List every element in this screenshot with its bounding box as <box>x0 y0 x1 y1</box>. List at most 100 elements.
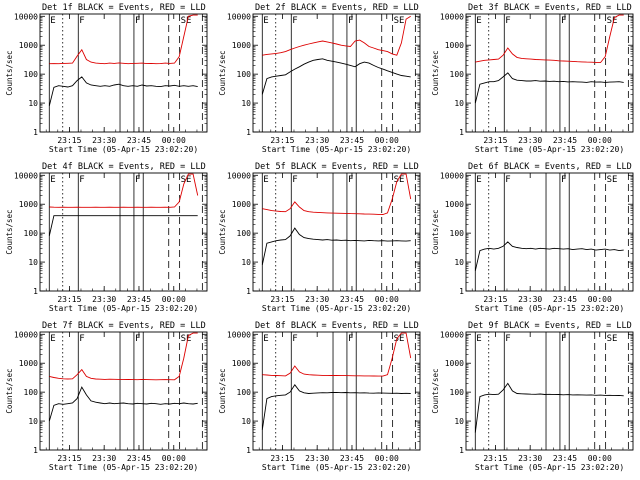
plot-frame <box>465 13 634 133</box>
chart-title: Det 2f BLACK = Events, RED = LLD <box>255 3 419 13</box>
x-axis-label: Start Time (05-Apr-15 23:02:20) <box>49 304 198 313</box>
y-tick-label: 10 <box>241 417 251 426</box>
event-label: F <box>79 16 84 26</box>
x-tick-label: 23:45 <box>340 136 364 145</box>
event-label: E <box>263 175 268 185</box>
event-label: E <box>50 334 55 344</box>
event-label: F <box>561 16 566 26</box>
x-axis-label: Start Time (05-Apr-15 23:02:20) <box>262 304 411 313</box>
y-tick-label: 100 <box>237 70 252 79</box>
x-tick-label: 23:15 <box>483 295 507 304</box>
x-tick-label: 00:00 <box>375 295 399 304</box>
y-tick-label: 10 <box>241 258 251 267</box>
y-tick-label: 100 <box>450 70 465 79</box>
event-label: F <box>292 16 297 26</box>
y-tick-label: 1 <box>246 446 251 455</box>
y-tick-label: 100 <box>450 388 465 397</box>
y-tick-label: 1000 <box>445 359 464 368</box>
y-tick-label: 10000 <box>227 171 251 180</box>
y-tick-label: 100 <box>24 229 39 238</box>
y-tick-label: 10 <box>28 99 38 108</box>
chart-series-group <box>474 382 624 433</box>
chart-title: Det 4f BLACK = Events, RED = LLD <box>42 162 206 172</box>
series-line-lld <box>262 15 411 56</box>
x-tick-label: 23:45 <box>340 295 364 304</box>
y-tick-label: 1 <box>33 128 38 137</box>
event-label: F <box>561 334 566 344</box>
event-label: SE <box>394 16 405 26</box>
event-label: F <box>348 334 353 344</box>
event-label: E <box>476 16 481 26</box>
y-tick-label: 1000 <box>445 200 464 209</box>
chart-title: Det 7f BLACK = Events, RED = LLD <box>42 321 206 331</box>
y-tick-label: 10 <box>454 258 464 267</box>
chart-panel-7: Det 7f BLACK = Events, RED = LLD Counts/s… <box>5 321 208 472</box>
plot-frame <box>252 331 421 451</box>
y-tick-label: 1 <box>459 446 464 455</box>
chart-series-group <box>261 15 411 95</box>
y-axis-label: Counts/sec <box>218 209 227 254</box>
plot-frame <box>252 172 421 292</box>
x-tick-label: 23:15 <box>483 454 507 463</box>
x-tick-label: 00:00 <box>588 454 612 463</box>
y-tick-label: 100 <box>237 229 252 238</box>
y-tick-label: 1 <box>33 446 38 455</box>
y-tick-label: 100 <box>24 388 39 397</box>
event-label: F <box>79 175 84 185</box>
x-tick-label: 00:00 <box>375 454 399 463</box>
x-axis-label: Start Time (05-Apr-15 23:02:20) <box>475 463 624 472</box>
plot-frame <box>39 331 208 451</box>
plot-frame <box>465 331 634 451</box>
event-label: F <box>135 16 140 26</box>
event-label: E <box>476 175 481 185</box>
chart-panel-3: Det 3f BLACK = Events, RED = LLD Counts/s… <box>431 3 634 154</box>
x-tick-label: 23:30 <box>518 295 542 304</box>
y-axis-label: Counts/sec <box>5 368 14 413</box>
y-axis-label: Counts/sec <box>431 209 440 254</box>
x-tick-label: 00:00 <box>588 136 612 145</box>
x-tick-label: 23:45 <box>340 454 364 463</box>
x-axis-label: Start Time (05-Apr-15 23:02:20) <box>49 145 198 154</box>
series-line-lld <box>49 332 198 381</box>
chart-panel-5: Det 5f BLACK = Events, RED = LLD Counts/s… <box>218 162 421 313</box>
y-tick-label: 1000 <box>232 359 251 368</box>
x-tick-label: 00:00 <box>162 454 186 463</box>
y-tick-label: 1 <box>33 287 38 296</box>
chart-title: Det 5f BLACK = Events, RED = LLD <box>255 162 419 172</box>
event-label: F <box>292 175 297 185</box>
x-tick-label: 23:15 <box>57 295 81 304</box>
chart-panel-1: Det 1f BLACK = Events, RED = LLD Counts/s… <box>5 3 208 154</box>
event-label: F <box>348 175 353 185</box>
series-line-lld <box>49 14 198 65</box>
chart-panel-4: Det 4f BLACK = Events, RED = LLD Counts/s… <box>5 162 208 313</box>
series-line-events <box>474 72 624 104</box>
y-tick-label: 1000 <box>19 359 38 368</box>
chart-panel-9: Det 9f BLACK = Events, RED = LLD Counts/s… <box>431 321 634 472</box>
y-tick-label: 10000 <box>14 330 38 339</box>
y-tick-label: 10 <box>454 417 464 426</box>
chart-series-group <box>261 332 412 430</box>
y-tick-label: 100 <box>237 388 252 397</box>
y-tick-label: 10000 <box>440 12 464 21</box>
x-axis-label: Start Time (05-Apr-15 23:02:20) <box>475 304 624 313</box>
event-label: F <box>79 334 84 344</box>
y-axis-label: Counts/sec <box>431 50 440 95</box>
x-tick-label: 23:15 <box>57 136 81 145</box>
chart-panel-2: Det 2f BLACK = Events, RED = LLD Counts/s… <box>218 3 421 154</box>
chart-title: Det 1f BLACK = Events, RED = LLD <box>42 3 206 13</box>
x-tick-label: 23:45 <box>553 454 577 463</box>
chart-title: Det 8f BLACK = Events, RED = LLD <box>255 321 419 331</box>
y-axis-label: Counts/sec <box>218 368 227 413</box>
y-tick-label: 1 <box>246 128 251 137</box>
y-tick-label: 1 <box>459 128 464 137</box>
y-tick-label: 10 <box>454 99 464 108</box>
y-tick-label: 10 <box>28 417 38 426</box>
x-tick-label: 23:30 <box>92 136 116 145</box>
x-tick-label: 23:45 <box>553 136 577 145</box>
y-tick-label: 10000 <box>440 330 464 339</box>
y-axis-label: Counts/sec <box>5 209 14 254</box>
chart-series-group <box>48 332 198 422</box>
y-tick-label: 10000 <box>227 330 251 339</box>
event-label: F <box>505 334 510 344</box>
